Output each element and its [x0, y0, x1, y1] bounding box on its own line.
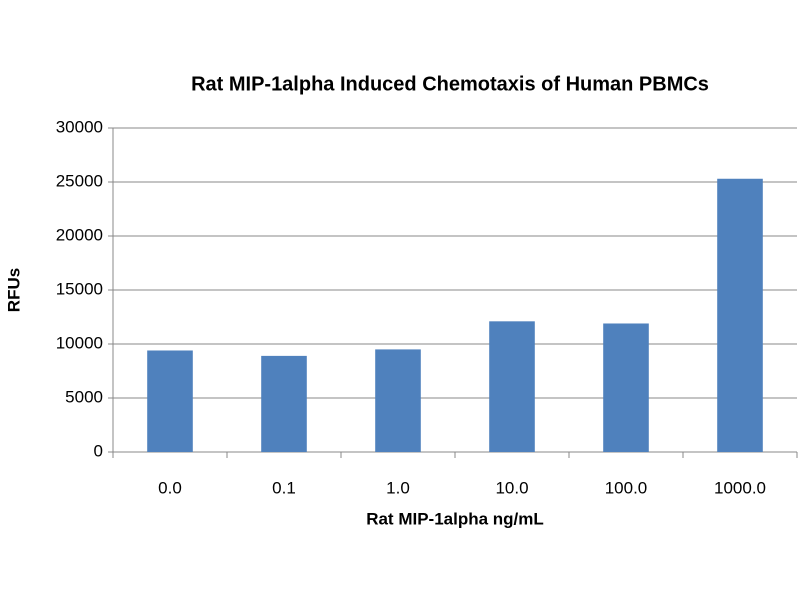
- bar: [261, 355, 307, 452]
- x-tick-label: 10.0: [495, 478, 528, 497]
- y-tick-label: 0: [94, 441, 103, 460]
- x-axis-title: Rat MIP-1alpha ng/mL: [366, 509, 544, 528]
- y-tick-label: 30000: [56, 117, 103, 136]
- x-tick-label: 0.1: [272, 478, 296, 497]
- y-tick-label: 10000: [56, 333, 103, 352]
- bar: [603, 323, 649, 452]
- bar: [717, 178, 763, 452]
- bar: [147, 350, 193, 452]
- y-tick-label: 5000: [65, 387, 103, 406]
- x-tick-label: 100.0: [605, 478, 648, 497]
- x-tick-label: 1.0: [386, 478, 410, 497]
- x-tick-label: 0.0: [158, 478, 182, 497]
- y-tick-label: 25000: [56, 171, 103, 190]
- chart-title: Rat MIP-1alpha Induced Chemotaxis of Hum…: [191, 73, 709, 95]
- y-axis-title: RFUs: [4, 268, 23, 312]
- bar: [489, 321, 535, 452]
- y-tick-label: 15000: [56, 279, 103, 298]
- y-tick-label: 20000: [56, 225, 103, 244]
- x-tick-label: 1000.0: [714, 478, 766, 497]
- bar: [375, 349, 421, 452]
